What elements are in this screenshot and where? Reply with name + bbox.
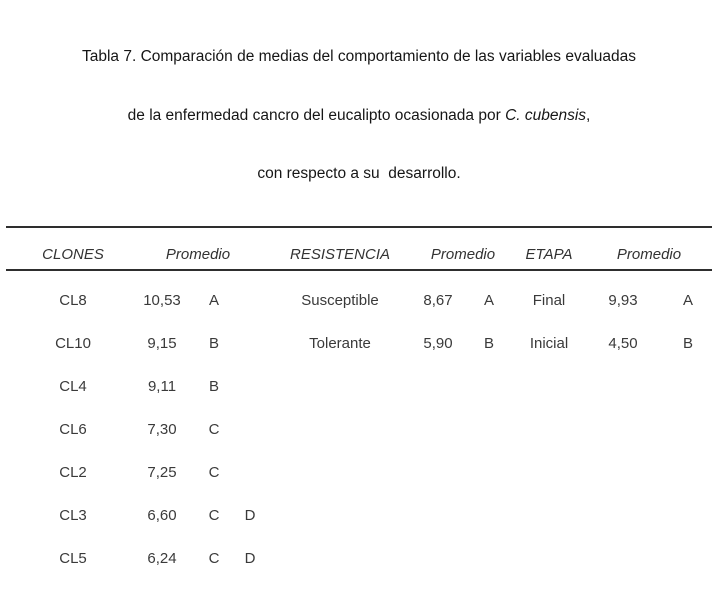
- title-line-3: con respecto a su desarrollo.: [257, 165, 461, 182]
- clone-mean-cell: 9,15: [147, 335, 177, 352]
- clone-cell: CL2: [59, 464, 87, 481]
- resistance-cell: Susceptible: [301, 292, 379, 309]
- clone-letter-1-cell: B: [208, 378, 219, 395]
- title-line-2: de la enfermedad cancro del eucalipto oc…: [0, 106, 718, 126]
- resistance-mean-cell: 8,67: [423, 292, 453, 309]
- stage-mean-cell: 4,50: [608, 335, 638, 352]
- clone-letter-1-cell: C: [208, 507, 220, 524]
- stage-mean-cell: 9,93: [608, 292, 638, 309]
- clone-cell: CL8: [59, 292, 87, 309]
- clone-mean-cell: 7,25: [147, 464, 177, 481]
- clone-mean-cell: 6,24: [147, 550, 177, 567]
- species-name-italic: C. cubensis: [505, 106, 587, 124]
- clone-letter-1-cell: B: [208, 335, 219, 352]
- table-row: CL3 6,60 C D: [0, 494, 718, 537]
- clone-letter-2-cell: D: [244, 550, 256, 567]
- table-row: CL9 5,81 D: [0, 580, 718, 591]
- table-body: CL8 10,53 A Susceptible 8,67 A Final 9,9…: [0, 271, 718, 591]
- clone-letter-1-cell: C: [208, 550, 220, 567]
- header-etapa: ETAPA: [525, 246, 573, 263]
- resistance-mean-cell: 5,90: [423, 335, 453, 352]
- header-promedio-etapa: Promedio: [616, 246, 682, 263]
- clone-cell: CL4: [59, 378, 87, 395]
- table-row: CL6 7,30 C: [0, 408, 718, 451]
- resistance-letter-cell: A: [483, 292, 494, 309]
- clone-mean-cell: 10,53: [143, 292, 181, 309]
- title-line-1: Tabla 7. Comparación de medias del compo…: [81, 48, 636, 65]
- clone-mean-cell: 9,11: [147, 378, 177, 395]
- title-line-2-text: de la enfermedad cancro del eucalipto oc…: [127, 106, 506, 124]
- clone-letter-1-cell: C: [208, 464, 220, 481]
- stage-letter-cell: A: [682, 292, 693, 309]
- clone-cell: CL5: [59, 550, 87, 567]
- title-line-2-comma: ,: [586, 106, 591, 124]
- clone-cell: CL6: [59, 421, 87, 438]
- resistance-letter-cell: B: [483, 335, 494, 352]
- table-header-row: CLONES Promedio RESISTENCIA Promedio ETA…: [0, 228, 718, 269]
- clone-mean-cell: 6,60: [147, 507, 177, 524]
- table-row: CL4 9,11 B: [0, 365, 718, 408]
- stage-letter-cell: B: [682, 335, 693, 352]
- stage-cell: Inicial: [529, 335, 569, 352]
- clone-cell: CL3: [59, 507, 87, 524]
- table-row: CL10 9,15 B Tolerante 5,90 B Inicial 4,5…: [0, 322, 718, 365]
- table-row: CL2 7,25 C: [0, 451, 718, 494]
- clone-letter-1-cell: C: [208, 421, 220, 438]
- header-rule: [6, 269, 712, 271]
- header-clones: CLONES: [42, 246, 104, 263]
- clone-cell: CL10: [55, 335, 91, 352]
- top-rule: [6, 226, 712, 228]
- clone-letter-2-cell: D: [244, 507, 256, 524]
- table-row: CL8 10,53 A Susceptible 8,67 A Final 9,9…: [0, 279, 718, 322]
- table-row: CL5 6,24 C D: [0, 537, 718, 580]
- header-promedio-resistencia: Promedio: [430, 246, 496, 263]
- table-title: Tabla 7. Comparación de medias del compo…: [0, 8, 718, 223]
- header-promedio-clones: Promedio: [165, 246, 231, 263]
- clone-mean-cell: 7,30: [147, 421, 177, 438]
- stage-cell: Final: [532, 292, 566, 309]
- resistance-cell: Tolerante: [309, 335, 371, 352]
- clone-letter-1-cell: A: [208, 292, 219, 309]
- header-resistencia: RESISTENCIA: [289, 246, 391, 263]
